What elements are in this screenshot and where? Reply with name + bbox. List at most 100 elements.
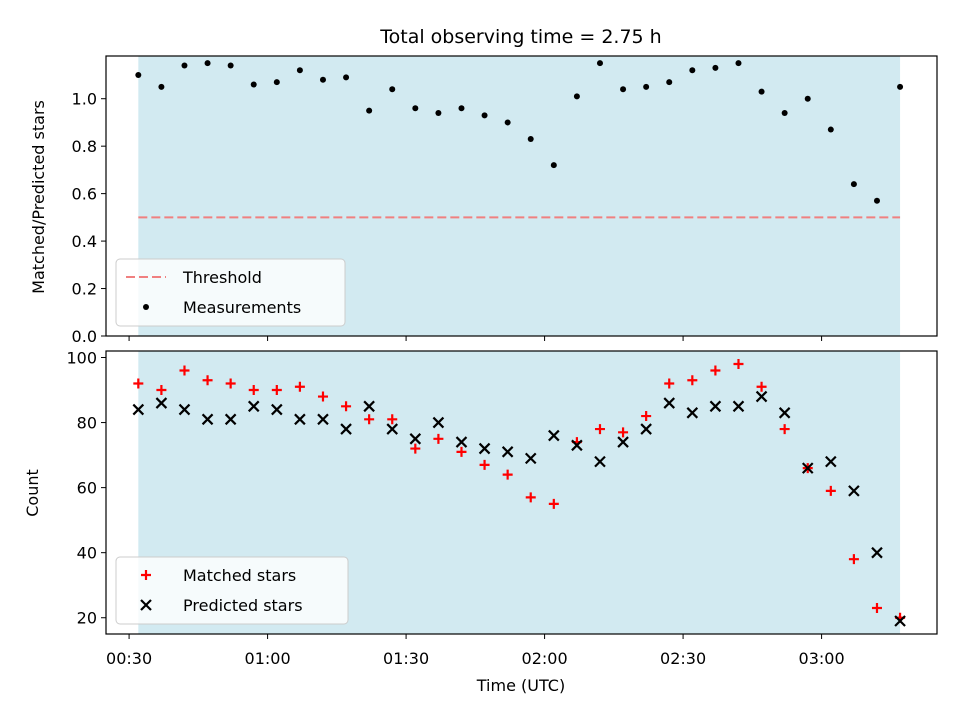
bottom-panel-legend: Matched stars Predicted stars [115,556,349,625]
predicted-stars-point [755,390,768,403]
matched-stars-point [733,359,744,370]
predicted-stars-point [455,436,468,448]
x-tick-label: 03:00 [799,649,845,668]
matched-stars-point [133,378,144,389]
legend-box [115,556,349,625]
measurements-point [366,107,373,114]
legend-matched-stars-swatch [141,570,151,580]
legend-matched-stars-label: Matched stars [183,566,296,585]
measurements-point [897,83,904,90]
x-tick-label: 00:30 [106,649,152,668]
measurements-point [458,105,465,112]
predicted-stars-point [363,400,375,413]
legend-box [115,258,346,327]
matched-stars-point [225,378,236,389]
matched-stars-point [848,554,859,565]
predicted-stars-point [548,429,560,442]
top-panel-ytick-label: 0.0 [72,327,97,346]
measurements-point [850,181,857,188]
measurements-point [827,126,834,133]
predicted-stars-point [340,423,352,435]
measurements-point [181,62,188,69]
predicted-stars-point [709,400,722,413]
matched-stars-point [456,446,467,457]
matched-stars-point [156,385,167,396]
x-tick-label: 02:30 [660,649,706,668]
predicted-stars-point [317,413,329,426]
measurements-point [204,60,211,67]
matched-stars-point [779,424,790,435]
matched-stars-point [525,492,536,503]
matched-stars-point [364,414,375,425]
matched-stars-point [341,401,352,412]
matched-stars-point [387,414,398,425]
matched-stars-point [871,602,882,613]
predicted-stars-point [640,423,652,435]
predicted-stars-point [247,400,260,413]
measurements-point [481,112,488,119]
matched-stars-point [710,365,721,376]
matched-stars-point [641,411,652,422]
matched-stars-point [433,433,444,444]
legend-measurements-swatch [143,304,149,310]
bottom-panel-ylabel: Count [23,469,42,517]
matched-stars-point [825,485,836,496]
top-panel-ytick-label: 0.4 [72,232,97,251]
predicted-stars-point [155,397,168,409]
measurements-point [527,136,534,143]
predicted-stars-point [825,455,837,468]
matched-stars-point [502,469,513,480]
legend-predicted-stars-label: Predicted stars [183,596,303,615]
x-tick-label: 01:30 [383,649,429,668]
measurements-point [435,109,442,116]
predicted-stars-point [224,413,237,426]
predicted-stars-point [178,403,191,416]
matched-stars-point [594,424,605,435]
top-panel-ylabel: Matched/Predicted stars [29,100,48,294]
matched-stars-point [548,498,559,509]
predicted-stars-point [732,400,745,413]
matched-stars-point [317,391,328,402]
matched-stars-point [179,365,190,376]
predicted-stars-point [848,485,860,497]
predicted-stars-point [271,403,283,416]
measurements-point [504,119,511,126]
top-panel-ytick-label: 0.2 [72,280,97,299]
predicted-stars-point [432,416,445,429]
top-panel-legend: Threshold Measurements [115,258,346,327]
matched-stars-point [248,385,259,396]
matched-stars-point [271,385,282,396]
measurements-point [250,81,257,88]
measurements-point [712,64,719,71]
measurements-point [735,60,742,67]
bottom-panel-ytick-label: 20 [77,609,97,628]
legend-measurements-label: Measurements [183,298,301,317]
top-panel-frame [105,55,938,337]
predicted-stars-point [524,452,537,465]
measurements-point [343,74,350,81]
predicted-stars-point [894,615,906,627]
predicted-stars-point [478,442,491,455]
measurements-point [273,79,280,86]
predicted-stars-point [409,433,422,445]
measurements-point [319,76,326,83]
measurements-point [620,86,627,93]
measurements-point [389,86,396,93]
measurements-point [804,95,811,102]
bottom-panel-ytick-label: 40 [77,544,97,563]
measurements-point [758,88,765,95]
predicted-stars-point [686,407,699,419]
predicted-stars-point [132,403,145,416]
matched-stars-point [479,459,490,470]
measurements-point [135,71,142,78]
matched-stars-point [294,381,305,392]
measurements-point [227,62,234,69]
chart-title: Total observing time = 2.75 h [379,26,661,48]
measurements-point [643,83,650,90]
x-tick-label: 02:00 [522,649,568,668]
predicted-stars-point [778,407,791,419]
measurements-point [596,60,603,67]
matched-stars-point [687,375,698,386]
measurements-point [550,162,557,169]
predicted-stars-point [871,546,883,559]
